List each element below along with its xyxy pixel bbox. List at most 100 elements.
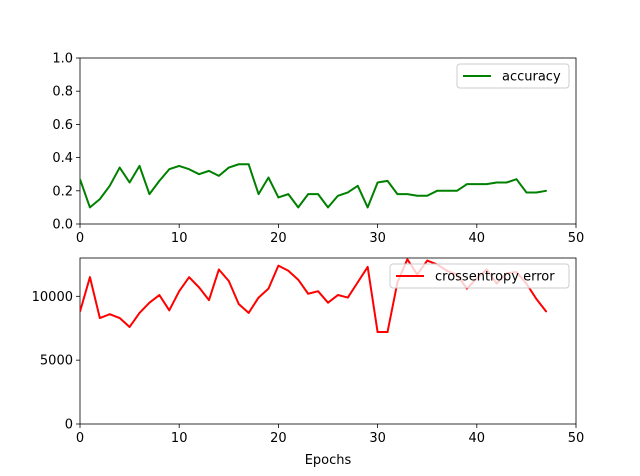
data-point bbox=[168, 168, 171, 171]
data-point bbox=[118, 166, 121, 169]
x-tick-label: 0 bbox=[76, 231, 84, 246]
data-point bbox=[356, 185, 359, 187]
y-tick-label: 0.6 bbox=[52, 118, 73, 133]
data-point bbox=[347, 191, 349, 194]
data-point bbox=[257, 193, 260, 195]
x-tick-label: 0 bbox=[76, 431, 84, 446]
y-tick-label: 0.4 bbox=[52, 151, 73, 166]
data-point bbox=[198, 286, 200, 289]
data-point bbox=[208, 299, 210, 301]
data-point bbox=[545, 190, 548, 192]
data-point bbox=[80, 310, 81, 313]
data-point bbox=[347, 296, 349, 299]
data-point bbox=[247, 163, 250, 166]
y-tick-label: 0.2 bbox=[52, 184, 73, 199]
data-point bbox=[99, 317, 101, 319]
x-tick-label: 20 bbox=[270, 431, 287, 446]
x-tick-label: 40 bbox=[469, 431, 486, 446]
x-tick-label: 50 bbox=[568, 231, 585, 246]
data-point bbox=[237, 303, 240, 305]
data-point bbox=[138, 312, 141, 314]
y-tick-label: 0.8 bbox=[52, 85, 73, 100]
data-point bbox=[376, 181, 379, 184]
y-tick-label: 10000 bbox=[32, 290, 73, 305]
data-point bbox=[178, 165, 180, 167]
data-point bbox=[426, 194, 429, 197]
axes-frame bbox=[79, 57, 577, 225]
data-point bbox=[356, 281, 359, 284]
x-tick-label: 50 bbox=[568, 431, 585, 446]
data-point bbox=[108, 313, 111, 315]
legend-box bbox=[389, 263, 570, 289]
data-point bbox=[80, 178, 81, 180]
data-point bbox=[257, 296, 260, 299]
data-point bbox=[317, 193, 319, 195]
data-point bbox=[307, 292, 309, 295]
data-point bbox=[287, 269, 290, 272]
data-point bbox=[198, 173, 200, 175]
legend: accuracy bbox=[456, 63, 570, 89]
data-point bbox=[218, 175, 220, 177]
y-tick-label: 0.0 bbox=[52, 218, 73, 233]
data-point bbox=[337, 194, 339, 197]
y-tick-label: 1.0 bbox=[52, 52, 73, 67]
series-line bbox=[80, 163, 547, 209]
y-tick-label: 0 bbox=[65, 418, 73, 433]
x-tick-label: 10 bbox=[171, 231, 188, 246]
data-point bbox=[406, 258, 409, 261]
y-tick-label: 5000 bbox=[40, 354, 73, 369]
data-point bbox=[148, 193, 151, 195]
data-point bbox=[99, 198, 101, 200]
data-point bbox=[426, 259, 429, 262]
data-point bbox=[178, 290, 180, 293]
data-point bbox=[148, 301, 151, 304]
x-tick-label: 30 bbox=[369, 431, 386, 446]
legend-label: crossentropy error bbox=[435, 270, 555, 285]
data-point bbox=[237, 163, 240, 166]
axes-frame bbox=[79, 257, 577, 425]
x-tick-label: 20 bbox=[270, 231, 287, 246]
data-point bbox=[406, 193, 409, 195]
data-point bbox=[535, 298, 538, 300]
data-point bbox=[327, 206, 329, 209]
data-point bbox=[89, 276, 91, 278]
data-point bbox=[307, 193, 309, 195]
accuracy-chart-panel: 0 10 20 30 40 50 0.0 0.2 0.4 0.6 0.8 1.0 accuracy bbox=[52, 52, 584, 247]
data-point bbox=[158, 294, 161, 296]
data-point bbox=[485, 183, 488, 185]
data-point bbox=[466, 183, 468, 185]
x-tick-label: 30 bbox=[369, 231, 386, 246]
data-point bbox=[436, 190, 438, 192]
data-point bbox=[188, 168, 190, 171]
data-point bbox=[228, 280, 230, 282]
data-point bbox=[118, 317, 121, 319]
data-point bbox=[366, 206, 369, 209]
x-tick-label: 10 bbox=[171, 431, 188, 446]
data-point bbox=[416, 194, 419, 197]
data-point bbox=[228, 166, 230, 169]
data-point bbox=[366, 266, 369, 268]
crossentropy-chart-panel: 0 10 20 30 40 50 0 5000 10000 crossentropy error E… bbox=[32, 257, 585, 468]
data-point bbox=[515, 178, 518, 180]
data-point bbox=[495, 181, 498, 184]
data-point bbox=[287, 193, 290, 195]
data-point bbox=[297, 278, 300, 281]
data-point bbox=[535, 191, 538, 194]
data-point bbox=[277, 264, 280, 267]
data-point bbox=[327, 301, 329, 304]
data-point bbox=[277, 196, 280, 199]
data-point bbox=[505, 181, 508, 184]
data-point bbox=[376, 331, 379, 333]
data-point bbox=[247, 312, 250, 314]
data-point bbox=[218, 268, 220, 271]
data-point bbox=[386, 180, 389, 182]
data-point bbox=[168, 309, 171, 312]
data-point bbox=[267, 176, 270, 179]
data-point bbox=[396, 193, 399, 195]
data-point bbox=[476, 183, 478, 185]
x-tick-label: 40 bbox=[469, 231, 486, 246]
legend-label: accuracy bbox=[502, 70, 561, 85]
data-point bbox=[545, 310, 548, 313]
data-point bbox=[267, 287, 270, 290]
